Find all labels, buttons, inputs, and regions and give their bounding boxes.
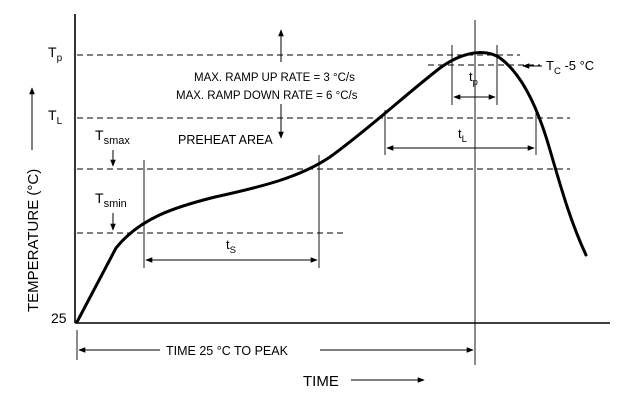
x-axis-title: TIME [303, 373, 339, 390]
tsmax-label: Tsmax [95, 127, 130, 147]
ramp-up-rate-label: MAX. RAMP UP RATE = 3 °C/s [194, 72, 355, 84]
tl-duration-label: tL [458, 126, 467, 145]
tp-level-label: Tp [48, 44, 63, 64]
time-to-peak-label: TIME 25 °C TO PEAK [166, 344, 289, 358]
ts-duration-label: tS [226, 237, 236, 256]
tsmin-label: Tsmin [95, 190, 127, 210]
reflow-temperature-curve [75, 51, 588, 324]
tp-duration-label: tp [469, 69, 478, 88]
ramp-down-rate-label: MAX. RAMP DOWN RATE = 6 °C/s [176, 90, 358, 102]
preheat-area-label: PREHEAT AREA [178, 133, 273, 147]
origin-temperature-label: 25 [51, 310, 67, 326]
tc-label: TC -5 °C [546, 58, 594, 77]
tl-level-label: TL [48, 107, 63, 127]
y-axis-title: TEMPERATURE (°C) [25, 169, 42, 312]
